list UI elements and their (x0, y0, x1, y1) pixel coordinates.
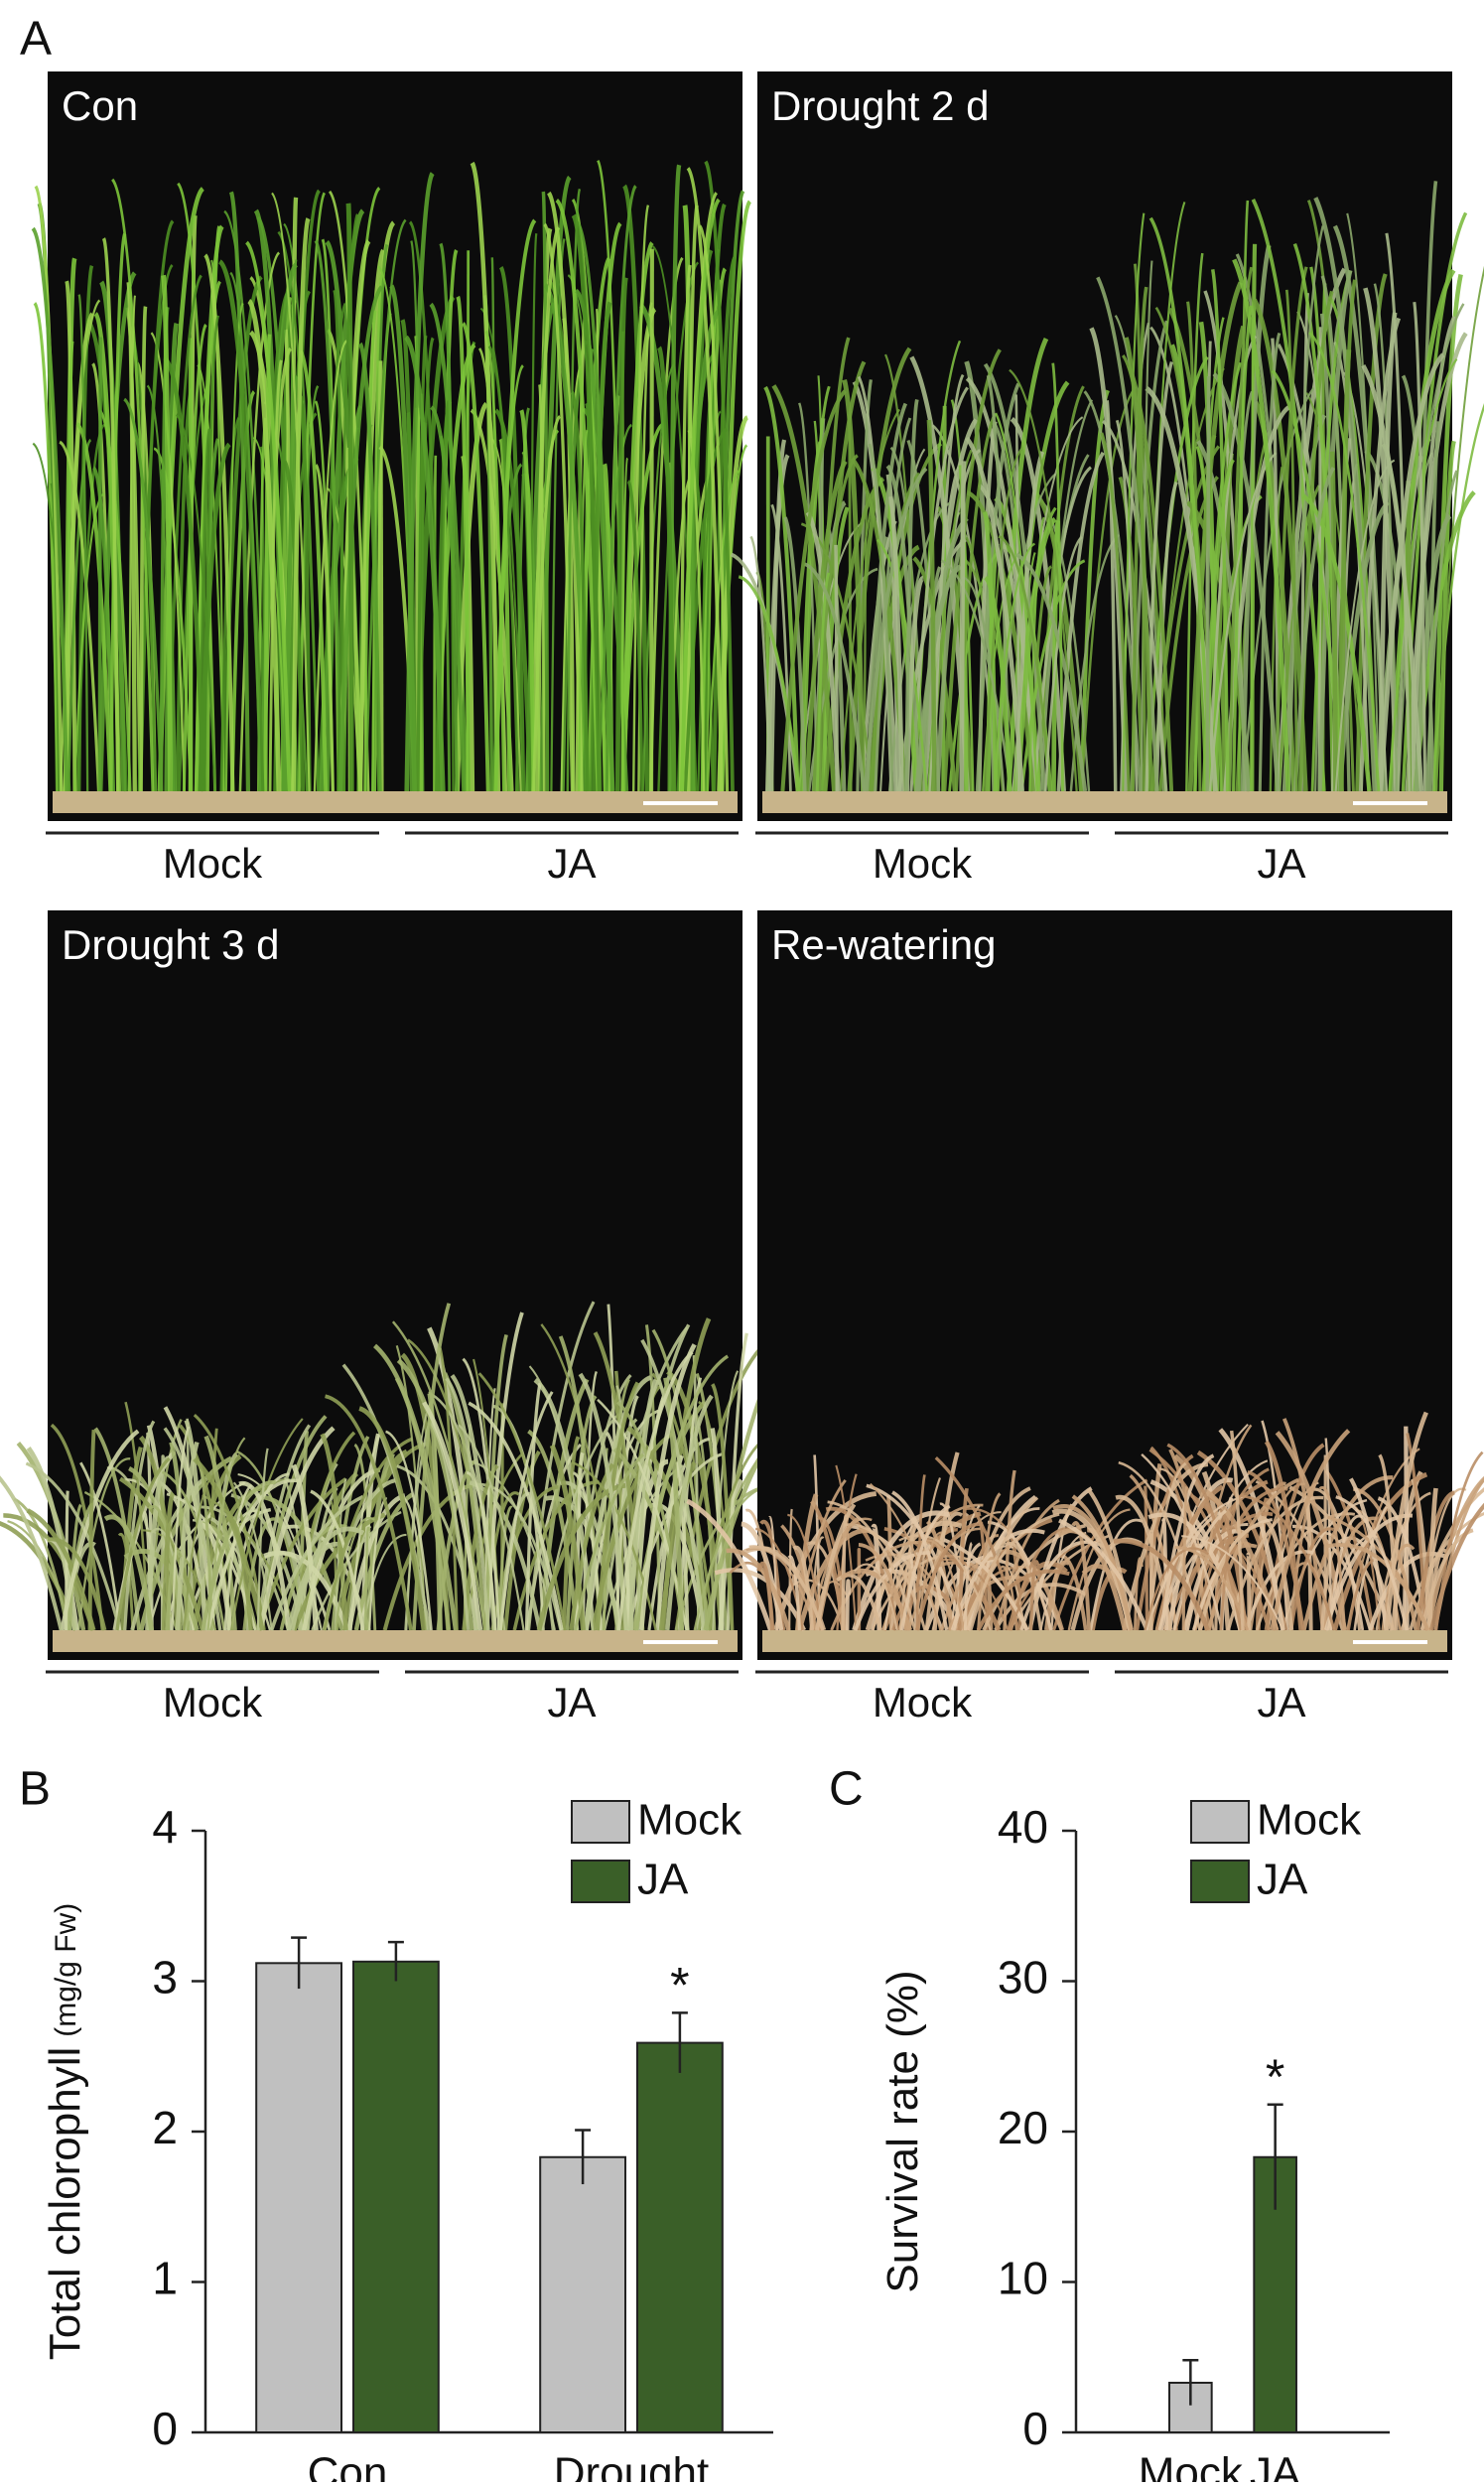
legend-swatch (572, 1801, 629, 1843)
tray (53, 791, 738, 813)
y-tick-label: 1 (152, 2253, 178, 2304)
y-tick-label: 20 (998, 2102, 1048, 2153)
leaf (1207, 376, 1208, 791)
x-tick-label: Drought (554, 2449, 710, 2482)
panel-label: C (829, 1763, 864, 1816)
x-tick-label: JA (1250, 2449, 1301, 2482)
y-tick-label: 0 (1022, 2403, 1048, 2454)
legend-label: JA (637, 1856, 689, 1904)
leaf (1406, 1427, 1407, 1630)
y-axis-label: Total chlorophyll (mg/g Fw) (41, 1903, 89, 2361)
leaf (1248, 1554, 1249, 1630)
y-tick-label: 0 (152, 2403, 178, 2454)
legend-swatch (1191, 1861, 1249, 1902)
y-axis-label-text: Survival rate (%) (878, 1970, 927, 2292)
group-label: Mock (873, 1679, 973, 1726)
y-axis-label: Survival rate (%) (878, 1970, 927, 2292)
photo-title: Drought 2 d (771, 82, 989, 129)
leaf (99, 337, 100, 791)
y-axis-unit: (mg/g Fw) (50, 1903, 82, 2037)
y-axis-label-text: Total chlorophyll (41, 2047, 89, 2361)
tray (53, 1630, 738, 1652)
significance-marker: * (670, 1958, 689, 2013)
bar (256, 1963, 341, 2432)
legend-swatch (1191, 1801, 1249, 1843)
panel-label: B (19, 1763, 51, 1816)
legend-label: Mock (1257, 1796, 1362, 1845)
y-tick-label: 30 (998, 1952, 1048, 2003)
legend-label: Mock (637, 1796, 742, 1845)
photo: Con (33, 71, 749, 821)
photo-title: Con (62, 82, 138, 129)
group-label: JA (1257, 1679, 1305, 1726)
y-tick-label: 2 (152, 2102, 178, 2153)
tray (762, 1630, 1447, 1652)
group-label: Mock (163, 1679, 263, 1726)
photo-title: Re-watering (771, 921, 996, 968)
group-label: JA (547, 840, 596, 887)
group-label: Mock (163, 840, 263, 887)
group-label: JA (547, 1679, 596, 1726)
significance-marker: * (1266, 2049, 1284, 2105)
x-tick-label: Con (308, 2449, 388, 2482)
photo: Re-watering (687, 910, 1484, 1660)
group-label: Mock (873, 840, 973, 887)
leaf (847, 1581, 849, 1630)
bar (353, 1962, 439, 2432)
bar (540, 2157, 625, 2432)
legend-swatch (572, 1861, 629, 1902)
photo-title: Drought 3 d (62, 921, 279, 968)
panel-label: A (20, 13, 52, 66)
x-tick-label: Mock (1139, 2449, 1244, 2482)
bar (637, 2043, 723, 2432)
leaf (1146, 1486, 1147, 1630)
photo: Drought 2 d (732, 71, 1484, 821)
y-tick-label: 40 (998, 1801, 1048, 1853)
y-tick-label: 4 (152, 1801, 178, 1853)
tray (762, 791, 1447, 813)
y-tick-label: 3 (152, 1952, 178, 2003)
photo: Drought 3 d (0, 910, 800, 1660)
leaf (836, 545, 837, 791)
leaf (1151, 1532, 1152, 1630)
group-label: JA (1257, 840, 1305, 887)
leaf (651, 249, 652, 791)
y-tick-label: 10 (998, 2253, 1048, 2304)
legend-label: JA (1257, 1856, 1308, 1904)
leaf (962, 461, 964, 791)
